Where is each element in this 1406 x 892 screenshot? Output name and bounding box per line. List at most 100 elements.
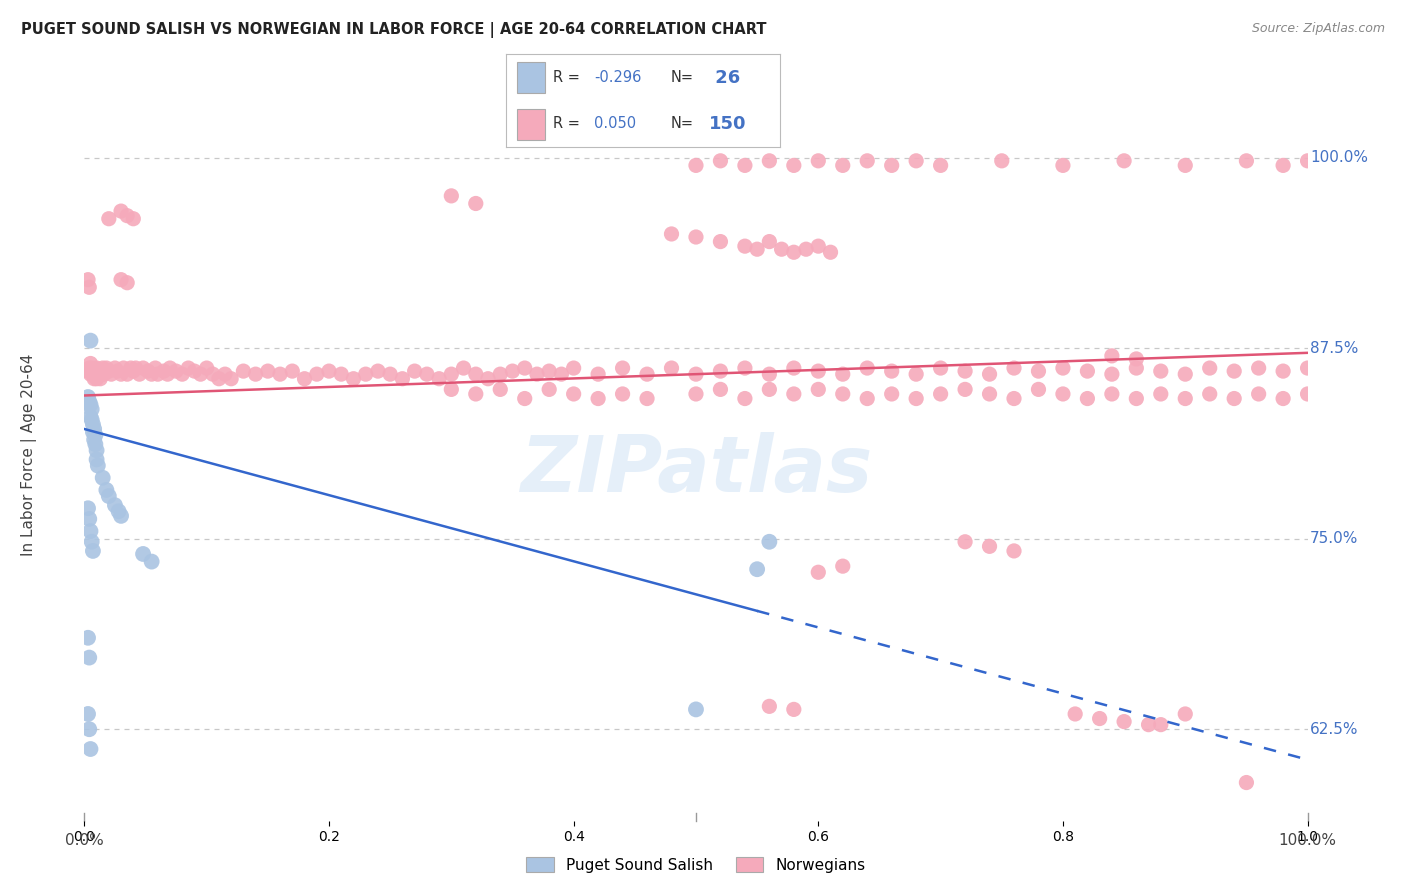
Point (794, 242, 817, 256)
Text: 0.0%: 0.0% (65, 833, 104, 847)
Point (77, 394, 100, 409)
Point (294, 372, 316, 386)
Point (77, 501, 100, 516)
Text: R =: R = (553, 116, 579, 131)
Point (1114, 714, 1136, 729)
Point (90, 367, 112, 381)
Point (83, 372, 105, 386)
Point (538, 364, 561, 378)
Point (440, 383, 463, 397)
Point (526, 367, 548, 381)
Point (1150, 387, 1173, 401)
Point (979, 539, 1001, 553)
Point (91, 361, 114, 376)
Point (1174, 367, 1197, 381)
Point (636, 392, 658, 406)
Point (783, 702, 806, 716)
Point (214, 367, 236, 381)
Point (83, 433, 105, 447)
Point (586, 392, 609, 406)
Point (709, 364, 731, 378)
Text: In Labor Force | Age 20-64: In Labor Force | Age 20-64 (21, 354, 38, 556)
Text: PUGET SOUND SALISH VS NORWEGIAN IN LABOR FORCE | AGE 20-64 CORRELATION CHART: PUGET SOUND SALISH VS NORWEGIAN IN LABOR… (21, 22, 766, 38)
Point (734, 239, 756, 253)
Point (1223, 364, 1246, 378)
Point (1101, 367, 1123, 381)
Point (489, 367, 512, 381)
Point (856, 153, 879, 168)
Point (136, 364, 159, 378)
Point (807, 566, 830, 580)
Point (489, 383, 512, 397)
Point (77, 364, 100, 378)
Point (807, 153, 830, 168)
Point (177, 361, 200, 376)
Point (453, 361, 475, 376)
Point (141, 555, 163, 569)
Point (1247, 361, 1270, 376)
Point (342, 372, 364, 386)
Point (245, 367, 267, 381)
Point (79, 356, 101, 370)
Point (783, 361, 806, 376)
Point (80, 361, 103, 376)
Point (464, 367, 486, 381)
Point (80, 413, 103, 427)
Point (86, 452, 108, 467)
Point (831, 367, 853, 381)
Point (905, 392, 928, 406)
Point (257, 364, 280, 378)
Point (97, 364, 120, 378)
Point (1002, 544, 1025, 558)
Point (1296, 361, 1319, 376)
Point (79, 367, 101, 381)
Point (115, 367, 138, 381)
Point (1114, 153, 1136, 168)
Point (747, 562, 769, 576)
Point (97, 211, 120, 226)
Point (734, 392, 756, 406)
Bar (517, 109, 544, 140)
Point (122, 211, 145, 226)
Point (80, 534, 103, 549)
Point (905, 367, 928, 381)
Point (1272, 158, 1295, 172)
Point (82, 367, 104, 381)
Text: 62.5%: 62.5% (1310, 722, 1358, 737)
Point (195, 361, 218, 376)
Point (87, 458, 110, 473)
Text: 100.0%: 100.0% (1278, 833, 1337, 847)
Point (807, 383, 830, 397)
Point (305, 367, 328, 381)
Point (880, 364, 903, 378)
Point (77, 631, 100, 645)
Point (427, 372, 450, 386)
Point (1088, 712, 1111, 726)
Point (87, 364, 110, 378)
Point (953, 534, 976, 549)
Text: 26: 26 (709, 69, 741, 87)
Point (143, 361, 166, 376)
Point (562, 361, 585, 376)
Point (125, 361, 148, 376)
Point (820, 245, 842, 260)
Point (93, 367, 115, 381)
Point (391, 372, 413, 386)
Point (77, 280, 100, 294)
Point (77, 650, 100, 665)
Point (1101, 349, 1123, 363)
Point (77, 390, 100, 404)
Point (758, 235, 780, 249)
Point (586, 367, 609, 381)
Point (1174, 392, 1197, 406)
Point (905, 153, 928, 168)
Point (1234, 775, 1257, 789)
Point (807, 364, 830, 378)
Text: ZIPatlas: ZIPatlas (520, 432, 872, 508)
Point (1174, 706, 1197, 721)
Point (83, 422, 105, 436)
Text: N=: N= (671, 116, 693, 131)
Point (612, 361, 634, 376)
Point (464, 196, 486, 211)
Point (880, 387, 903, 401)
